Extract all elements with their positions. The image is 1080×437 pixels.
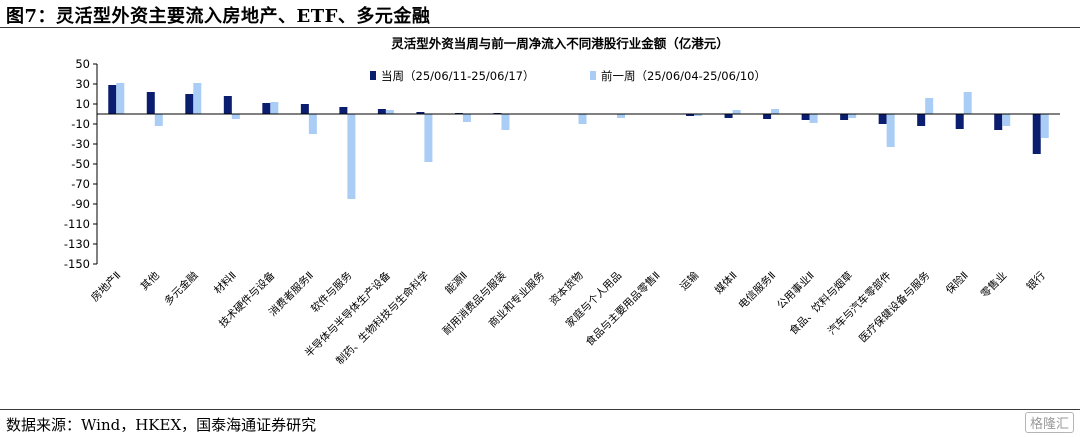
- x-category-label: 汽车与汽车零部件: [825, 269, 894, 338]
- legend-label-current: 当周（25/06/11-25/06/17）: [381, 69, 534, 83]
- x-category-label: 多元金融: [162, 269, 201, 308]
- bar-previous-17: [732, 110, 741, 114]
- x-category-label: 耐用消费品与服装: [440, 269, 509, 338]
- bar-current-5: [262, 103, 271, 114]
- x-category-label: 食品与主要用品零售Ⅱ: [583, 269, 663, 349]
- legend-swatch-previous: [590, 71, 596, 80]
- bar-current-24: [994, 114, 1003, 130]
- bar-previous-25: [1040, 114, 1049, 138]
- bar-current-25: [1032, 114, 1041, 154]
- source-note: 数据来源：Wind，HKEX，国泰海通证券研究: [6, 416, 317, 434]
- bar-current-18: [763, 114, 772, 119]
- y-tick-label: -110: [64, 217, 90, 231]
- bar-previous-21: [886, 114, 895, 147]
- legend: 当周（25/06/11-25/06/17） 前一周（25/06/04-25/06…: [370, 69, 766, 83]
- bar-previous-7: [347, 114, 356, 199]
- x-category-label: 媒体Ⅱ: [712, 269, 740, 297]
- watermark-logo: 格隆汇: [1024, 412, 1074, 433]
- bar-current-16: [686, 114, 695, 116]
- bar-previous-5: [270, 102, 279, 114]
- y-tick-label: 30: [75, 77, 90, 91]
- x-category-label: 运输: [677, 269, 701, 293]
- bar-current-22: [917, 114, 926, 126]
- x-category-label: 银行: [1024, 269, 1048, 293]
- figure-title: 图7：灵活型外资主要流入房地产、ETF、多元金融: [6, 6, 431, 27]
- bar-previous-19: [809, 114, 818, 123]
- bar-current-23: [955, 114, 964, 129]
- bar-previous-23: [963, 92, 972, 114]
- bar-previous-8: [385, 110, 394, 114]
- bar-current-7: [339, 107, 348, 114]
- bar-previous-13: [578, 114, 587, 124]
- bar-previous-10: [462, 114, 471, 122]
- bar-previous-11: [501, 114, 510, 130]
- x-category-label: 保险Ⅱ: [943, 269, 971, 297]
- bar-current-2: [146, 92, 155, 114]
- bar-current-17: [724, 114, 733, 118]
- y-tick-label: -50: [71, 157, 90, 171]
- bar-current-19: [801, 114, 810, 120]
- legend-label-previous: 前一周（25/06/04-25/06/10）: [601, 69, 766, 83]
- bar-current-6: [300, 104, 309, 114]
- bar-previous-3: [193, 83, 202, 114]
- x-category-label: 资本货物: [547, 269, 586, 308]
- x-category-label: 其他: [138, 269, 162, 293]
- bar-current-8: [377, 109, 386, 114]
- top-rule: [0, 27, 1080, 28]
- x-category-label: 材料Ⅱ: [211, 269, 239, 297]
- bar-previous-4: [231, 114, 240, 119]
- y-tick-label: -30: [71, 137, 90, 151]
- x-axis-categories: 房地产Ⅱ 其他 多元金融 材料Ⅱ技术硬件与设备消费者服务Ⅱ软件与服务半导体与半导体生产…: [88, 269, 1048, 368]
- bar-previous-24: [1002, 114, 1011, 126]
- y-tick-label: 10: [75, 97, 90, 111]
- bar-previous-20: [848, 114, 857, 118]
- y-tick-label: -70: [71, 177, 90, 191]
- bar-current-3: [185, 94, 194, 114]
- legend-swatch-current: [370, 71, 376, 80]
- bar-current-9: [416, 112, 425, 114]
- x-category-label: 零售业: [978, 269, 1009, 300]
- y-tick-label: 50: [75, 57, 90, 71]
- bottom-rule: [0, 409, 1080, 410]
- bar-previous-18: [771, 109, 780, 114]
- x-category-label: 医疗保健设备与服务: [856, 269, 932, 345]
- y-tick-label: -150: [64, 257, 90, 271]
- bar-previous-16: [694, 114, 703, 116]
- bar-current-21: [878, 114, 887, 124]
- x-category-label: 房地产Ⅱ: [88, 269, 123, 304]
- bar-previous-2: [154, 114, 163, 126]
- bar-previous-14: [617, 114, 626, 118]
- bar-current-1: [108, 85, 117, 114]
- bar-previous-9: [424, 114, 433, 162]
- y-axis: 50 30 10 -10 -30 -50 -70 -90 -110 -130 -150: [64, 57, 98, 271]
- y-tick-label: -130: [64, 237, 90, 251]
- x-category-label: 电信服务Ⅱ: [736, 269, 779, 312]
- bar-previous-1: [116, 83, 125, 114]
- x-category-label: 食品、饮料与烟草: [787, 269, 856, 338]
- bar-current-20: [840, 114, 849, 120]
- x-category-label: 能源Ⅱ: [442, 269, 470, 297]
- bar-previous-6: [308, 114, 317, 134]
- y-tick-label: -10: [71, 117, 90, 131]
- bar-previous-22: [925, 98, 934, 114]
- bar-current-4: [223, 96, 232, 114]
- chart-title: 灵活型外资当周与前一周净流入不同港股行业金额（亿港元）: [391, 36, 729, 51]
- bars: [97, 83, 1060, 199]
- bar-chart: 灵活型外资当周与前一周净流入不同港股行业金额（亿港元） 当周（25/06/11-…: [64, 36, 1060, 368]
- y-tick-label: -90: [71, 197, 90, 211]
